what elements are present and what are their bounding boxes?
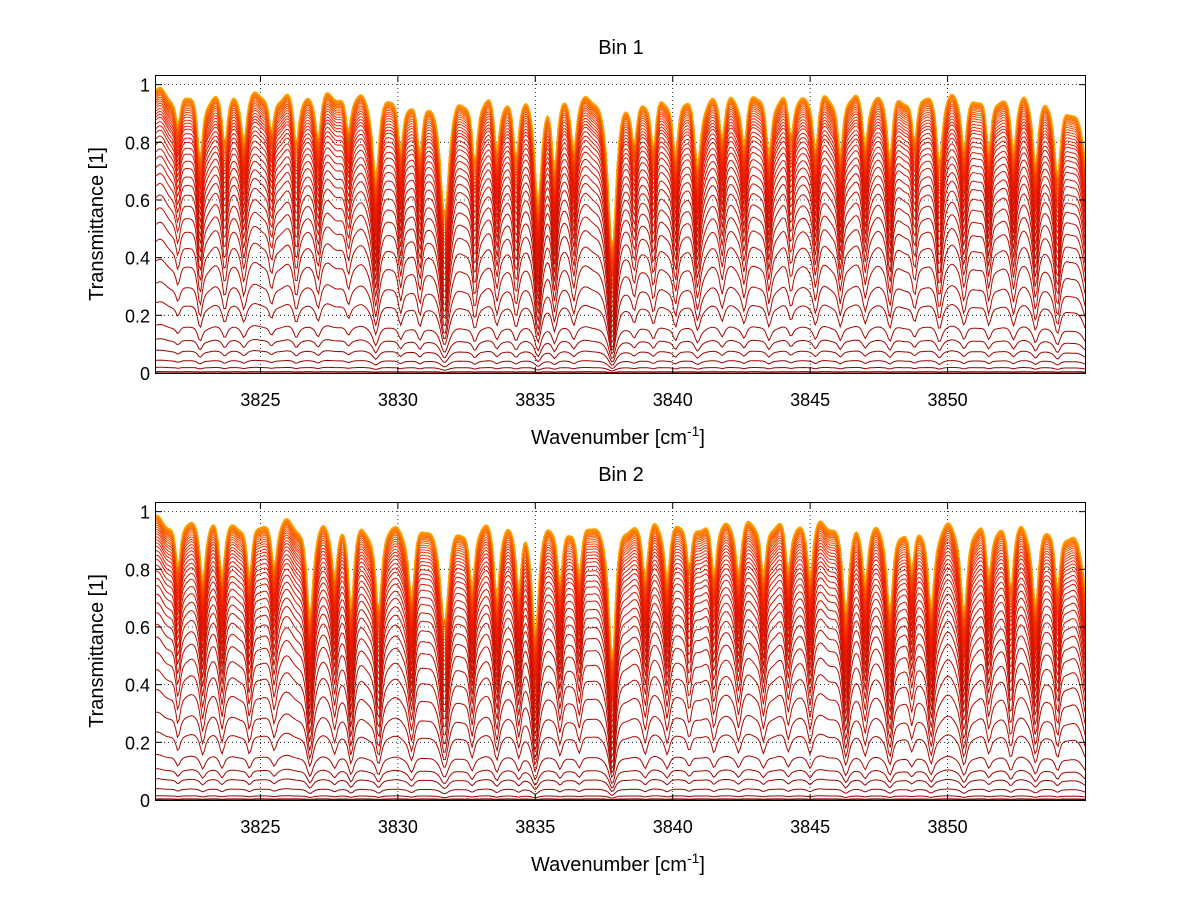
x-tick-label: 3830 bbox=[378, 390, 418, 410]
spectrum-line bbox=[156, 546, 1085, 692]
y-tick-label: 0 bbox=[140, 364, 150, 384]
spectrum-line bbox=[156, 795, 1085, 799]
chart-title: Bin 1 bbox=[598, 37, 644, 59]
spectrum-line bbox=[156, 636, 1085, 751]
spectrum-line bbox=[156, 155, 1085, 309]
spectrum-line bbox=[156, 238, 1085, 344]
spectrum-line bbox=[156, 593, 1085, 729]
x-axis-label-text: Wavenumber [cm bbox=[531, 854, 687, 876]
y-tick-label: 0.6 bbox=[125, 618, 150, 638]
spectrum-line bbox=[156, 788, 1085, 796]
x-tick-label: 3850 bbox=[928, 817, 968, 837]
spectrum-line bbox=[156, 194, 1085, 330]
spectrum-line bbox=[156, 207, 1085, 334]
y-tick-label: 0.4 bbox=[125, 676, 150, 696]
spectrum-line bbox=[156, 359, 1085, 369]
y-tick-label: 0.2 bbox=[125, 306, 150, 326]
x-tick-label: 3825 bbox=[240, 817, 280, 837]
x-tick-label: 3845 bbox=[790, 817, 830, 837]
spectrum-line bbox=[156, 338, 1085, 363]
spectrum-line bbox=[156, 585, 1085, 724]
spectrum-line bbox=[156, 86, 1085, 245]
x-tick-label: 3850 bbox=[928, 390, 968, 410]
spectrum-line bbox=[156, 349, 1085, 366]
axes-frame bbox=[155, 75, 1086, 374]
spectrum-line bbox=[156, 258, 1085, 349]
y-tick-label: 0.6 bbox=[125, 191, 150, 211]
spectrum-line bbox=[156, 612, 1085, 740]
spectrum-line bbox=[156, 559, 1085, 704]
y-axis-label: Transmittance [1] bbox=[86, 147, 108, 301]
x-tick-label: 3840 bbox=[653, 817, 693, 837]
spectrum-line bbox=[156, 711, 1085, 774]
x-axis-label: Wavenumber [cm-1] bbox=[531, 850, 705, 876]
y-tick-label: 0.8 bbox=[125, 560, 150, 580]
spectrum-line bbox=[156, 141, 1085, 299]
spectrum-line bbox=[156, 366, 1085, 372]
spectrum-line bbox=[156, 323, 1085, 360]
spectrum-line bbox=[156, 768, 1085, 789]
x-axis-label-superscript: -1 bbox=[687, 423, 700, 439]
x-axis-label-end: ] bbox=[699, 427, 705, 449]
spectrum-line bbox=[156, 602, 1085, 734]
spectrum-line bbox=[156, 550, 1085, 696]
spectrum-line bbox=[156, 689, 1085, 771]
x-tick-label: 3835 bbox=[515, 390, 555, 410]
y-tick-label: 0 bbox=[140, 791, 150, 811]
x-axis-label-end: ] bbox=[699, 854, 705, 876]
y-tick-label: 1 bbox=[140, 503, 150, 523]
series-group bbox=[156, 86, 1085, 373]
spectrum-line bbox=[156, 221, 1085, 339]
spectrum-line bbox=[156, 623, 1085, 745]
x-axis-label-text: Wavenumber [cm bbox=[531, 427, 687, 449]
x-axis-label-superscript: -1 bbox=[687, 850, 700, 866]
x-ticks: 3825 3830 3835 3840 3845 3850 bbox=[240, 503, 968, 837]
axes-frame bbox=[155, 502, 1086, 801]
x-ticks: 3825 3830 3835 3840 3845 3850 bbox=[240, 76, 968, 410]
spectrum-line bbox=[156, 514, 1085, 656]
x-tick-label: 3835 bbox=[515, 817, 555, 837]
spectrum-line bbox=[156, 570, 1085, 714]
x-axis-label: Wavenumber [cm-1] bbox=[531, 423, 705, 449]
x-tick-label: 3840 bbox=[653, 390, 693, 410]
spectrum-line bbox=[156, 669, 1085, 765]
spectrum-line bbox=[156, 164, 1085, 315]
series-group bbox=[156, 514, 1085, 800]
y-tick-label: 0.2 bbox=[125, 733, 150, 753]
spectrum-line bbox=[156, 182, 1085, 325]
spectrum-line bbox=[156, 798, 1085, 800]
y-tick-label: 1 bbox=[140, 76, 150, 96]
x-tick-label: 3845 bbox=[790, 390, 830, 410]
spectrum-line bbox=[156, 731, 1085, 779]
spectrum-line bbox=[156, 148, 1085, 304]
spectrum-line bbox=[156, 652, 1085, 759]
y-ticks: 0 0.2 0.4 0.6 0.8 1 bbox=[125, 76, 1085, 384]
spectrum-line bbox=[156, 564, 1085, 709]
spectrum-line bbox=[156, 778, 1085, 792]
spectrum-line bbox=[156, 577, 1085, 719]
chart-bin-2: Bin 2 3825 3830 3835 3840 3845 3850 0 0.2 0.4 0.… bbox=[86, 464, 1086, 876]
spectrum-line bbox=[156, 172, 1085, 320]
x-tick-label: 3830 bbox=[378, 817, 418, 837]
spectrum-line bbox=[156, 281, 1085, 352]
chart-title: Bin 2 bbox=[598, 464, 644, 486]
spectrum-line bbox=[156, 301, 1085, 355]
y-tick-label: 0.8 bbox=[125, 133, 150, 153]
y-axis-label: Transmittance [1] bbox=[86, 574, 108, 728]
spectrum-line bbox=[156, 754, 1085, 785]
spectrum-line bbox=[156, 135, 1085, 295]
y-tick-label: 0.4 bbox=[125, 249, 150, 269]
x-tick-label: 3825 bbox=[240, 390, 280, 410]
spectrum-line bbox=[156, 554, 1085, 700]
spectrum-line bbox=[156, 371, 1085, 373]
y-ticks: 0 0.2 0.4 0.6 0.8 1 bbox=[125, 503, 1085, 811]
